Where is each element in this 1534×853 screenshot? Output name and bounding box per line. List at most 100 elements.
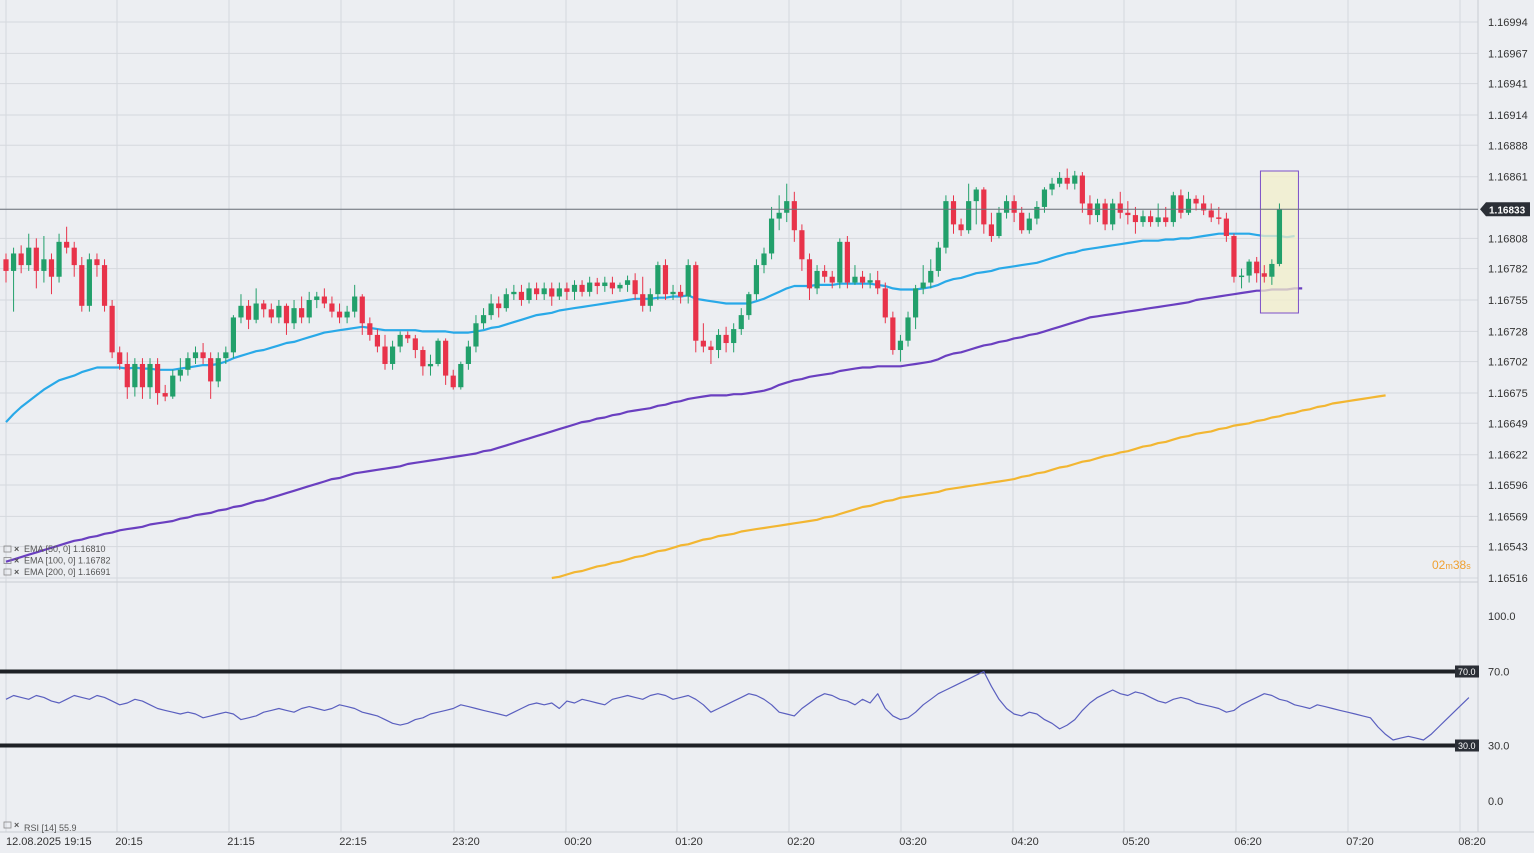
candle-body[interactable] — [162, 393, 168, 397]
candle-body[interactable] — [685, 265, 691, 297]
candle-body[interactable] — [465, 346, 471, 364]
candle-body[interactable] — [79, 265, 85, 306]
candle-body[interactable] — [261, 303, 267, 310]
candle-body[interactable] — [1079, 175, 1085, 204]
candle-body[interactable] — [359, 296, 365, 324]
candle-body[interactable] — [549, 288, 555, 297]
candle-body[interactable] — [587, 282, 593, 292]
candle-body[interactable] — [678, 291, 684, 297]
candle-body[interactable] — [966, 201, 972, 231]
candle-body[interactable] — [458, 363, 464, 388]
candle-body[interactable] — [973, 189, 979, 202]
candle-body[interactable] — [48, 259, 55, 277]
candle-body[interactable] — [450, 375, 456, 388]
candle-body[interactable] — [1026, 218, 1032, 231]
candle-body[interactable] — [526, 288, 532, 300]
candle-body[interactable] — [1231, 236, 1237, 277]
candle-body[interactable] — [26, 247, 32, 266]
candle-body[interactable] — [435, 340, 441, 364]
candle-body[interactable] — [708, 346, 714, 351]
candle-body[interactable] — [738, 315, 744, 330]
candle-body[interactable] — [746, 294, 752, 316]
candle-body[interactable] — [382, 346, 388, 364]
candle-body[interactable] — [1110, 203, 1116, 225]
candle-body[interactable] — [723, 334, 729, 344]
candle-body[interactable] — [397, 334, 403, 347]
candle-body[interactable] — [594, 282, 600, 287]
candle-body[interactable] — [352, 296, 358, 312]
candle-body[interactable] — [1147, 216, 1154, 223]
candle-body[interactable] — [10, 253, 17, 271]
candle-body[interactable] — [928, 270, 934, 283]
candle-body[interactable] — [1163, 217, 1169, 223]
candle-body[interactable] — [609, 282, 615, 289]
candle-body[interactable] — [147, 363, 153, 388]
candle-body[interactable] — [117, 352, 123, 364]
candle-body[interactable] — [1019, 212, 1025, 231]
candle-body[interactable] — [655, 265, 661, 295]
candle-body[interactable] — [791, 201, 797, 231]
candlesticks[interactable] — [3, 168, 1283, 405]
candle-body[interactable] — [420, 350, 426, 367]
price-axis[interactable]: 1.16994 1.16967 1.16941 1.16914 1.16888 1.168… — [1480, 17, 1530, 585]
candle-body[interactable] — [367, 323, 373, 335]
candle-body[interactable] — [943, 201, 949, 248]
candle-body[interactable] — [283, 305, 290, 324]
candle-body[interactable] — [875, 280, 881, 289]
candle-body[interactable] — [859, 276, 866, 283]
candle-body[interactable] — [799, 230, 805, 260]
candle-body[interactable] — [1102, 203, 1108, 225]
candle-body[interactable] — [306, 300, 312, 318]
candle-body[interactable] — [1223, 218, 1229, 237]
candle-body[interactable] — [336, 311, 343, 318]
candle-body[interactable] — [920, 282, 926, 289]
candle-body[interactable] — [890, 317, 896, 351]
candle-body[interactable] — [291, 308, 297, 324]
candle-body[interactable] — [1216, 217, 1222, 219]
candle-body[interactable] — [715, 334, 722, 351]
candle-body[interactable] — [443, 340, 449, 376]
time-axis[interactable]: 12.08.2025 19:15 20:15 21:15 22:15 23:20 00:2… — [0, 831, 1534, 848]
candle-body[interactable] — [473, 323, 479, 347]
candle-body[interactable] — [814, 270, 820, 289]
candle-body[interactable] — [64, 241, 70, 248]
candle-body[interactable] — [564, 288, 570, 292]
candle-body[interactable] — [1261, 273, 1267, 277]
candle-body[interactable] — [647, 294, 653, 306]
candle-body[interactable] — [1178, 195, 1184, 213]
candle-body[interactable] — [617, 284, 623, 289]
candle-body[interactable] — [1269, 263, 1275, 277]
candle-body[interactable] — [571, 284, 578, 292]
candle-body[interactable] — [640, 294, 646, 306]
candle-body[interactable] — [124, 363, 130, 388]
candle-body[interactable] — [192, 352, 199, 359]
candle-body[interactable] — [299, 308, 305, 318]
candle-body[interactable] — [981, 189, 987, 225]
candle-body[interactable] — [56, 241, 62, 277]
candle-body[interactable] — [1140, 216, 1146, 223]
candle-body[interactable] — [958, 224, 964, 231]
candle-body[interactable] — [1185, 198, 1192, 213]
candle-body[interactable] — [806, 259, 813, 289]
candle-body[interactable] — [556, 288, 562, 297]
candle-body[interactable] — [185, 358, 191, 370]
candle-body[interactable] — [276, 305, 282, 318]
candle-body[interactable] — [844, 241, 850, 283]
candle-body[interactable] — [18, 253, 24, 266]
candle-body[interactable] — [1254, 261, 1260, 274]
candle-body[interactable] — [624, 280, 631, 285]
candle-body[interactable] — [1125, 212, 1131, 216]
candle-body[interactable] — [427, 363, 434, 367]
candle-body[interactable] — [253, 303, 259, 320]
candle-body[interactable] — [1003, 201, 1010, 213]
candle-body[interactable] — [670, 291, 676, 295]
candle-body[interactable] — [511, 291, 517, 295]
candle-body[interactable] — [541, 288, 547, 295]
candle-body[interactable] — [1238, 275, 1245, 278]
candle-body[interactable] — [405, 334, 411, 339]
candle-body[interactable] — [822, 270, 828, 277]
rsi-panel[interactable]: 70.0 30.0 100.0 70.0 30.0 0.0 — [5, 611, 1516, 808]
candle-body[interactable] — [200, 352, 206, 359]
candle-body[interactable] — [950, 201, 957, 225]
candle-body[interactable] — [784, 201, 790, 213]
